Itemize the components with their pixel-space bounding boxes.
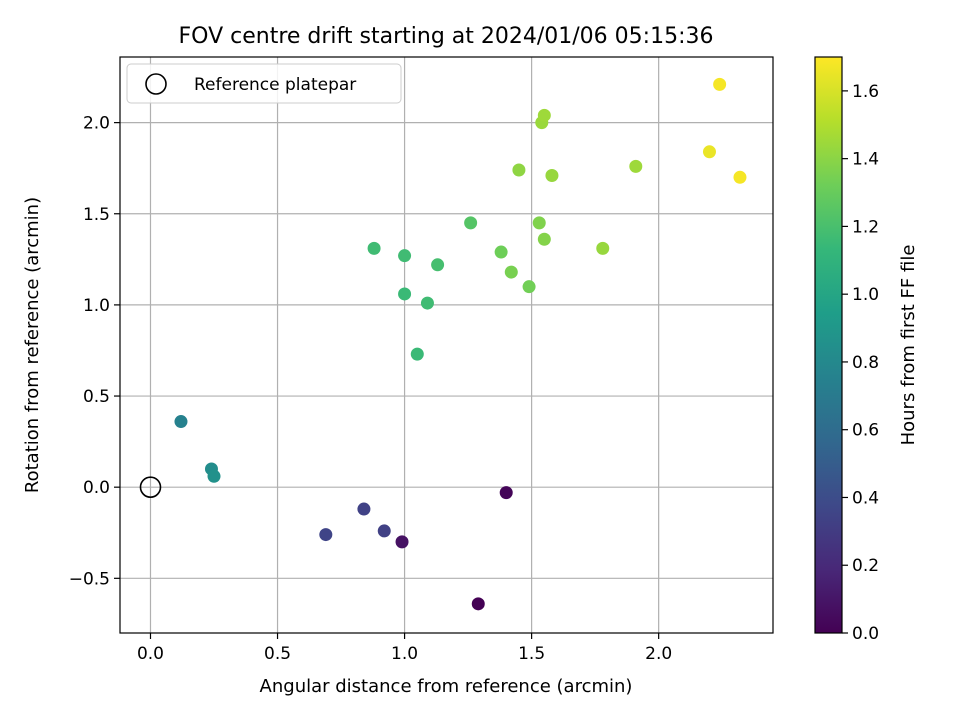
colorbar-tick-label: 0.0 <box>852 624 879 644</box>
scatter-point <box>319 528 333 542</box>
data-points <box>174 77 747 611</box>
chart-title: FOV centre drift starting at 2024/01/06 … <box>179 24 714 49</box>
grid-lines <box>120 57 773 633</box>
scatter-point <box>532 216 546 230</box>
scatter-point <box>499 486 513 500</box>
colorbar-tick-label: 1.6 <box>852 82 879 102</box>
colorbar-tick-label: 0.4 <box>852 488 879 508</box>
legend-entry-reference: Reference platepar <box>194 75 356 95</box>
x-tick-label: 1.5 <box>518 644 545 664</box>
scatter-point <box>494 245 508 259</box>
scatter-point <box>596 241 610 255</box>
scatter-point <box>713 77 727 91</box>
y-tick-label: 1.5 <box>83 205 110 225</box>
y-axis-ticks: −0.5 0.0 0.5 1.0 1.5 2.0 <box>69 114 120 589</box>
scatter-point <box>398 287 412 301</box>
scatter-point <box>174 415 188 429</box>
x-tick-label: 0.0 <box>137 644 164 664</box>
colorbar-tick-label: 0.8 <box>852 353 879 373</box>
x-axis-ticks: 0.0 0.5 1.0 1.5 2.0 <box>137 633 672 664</box>
x-axis-label: Angular distance from reference (arcmin) <box>260 676 633 697</box>
colorbar-label: Hours from first FF file <box>898 245 919 446</box>
scatter-point <box>512 163 526 177</box>
scatter-point <box>545 168 559 182</box>
scatter-point <box>537 232 551 246</box>
y-tick-label: 1.0 <box>83 296 110 316</box>
scatter-point <box>367 241 381 255</box>
scatter-point <box>537 108 551 122</box>
scatter-point <box>410 347 424 361</box>
x-tick-label: 0.5 <box>264 644 291 664</box>
colorbar-tick-label: 0.2 <box>852 556 879 576</box>
colorbar <box>814 56 843 634</box>
scatter-point <box>629 159 643 173</box>
scatter-point <box>207 469 221 483</box>
scatter-point <box>702 145 716 159</box>
colorbar-tick-label: 0.6 <box>852 421 879 441</box>
scatter-point <box>431 258 445 272</box>
scatter-point <box>420 296 434 310</box>
colorbar-ticks: 0.0 0.2 0.4 0.6 0.8 1.0 1.2 1.4 1.6 <box>842 82 879 644</box>
scatter-point <box>377 524 391 538</box>
legend-reference-marker <box>145 73 167 95</box>
scatter-point <box>357 502 371 516</box>
y-tick-label: 0.0 <box>83 478 110 498</box>
y-tick-label: 2.0 <box>83 114 110 134</box>
scatter-point <box>504 265 518 279</box>
y-axis-label: Rotation from reference (arcmin) <box>22 197 43 493</box>
legend: Reference platepar <box>126 63 402 104</box>
x-tick-label: 1.0 <box>391 644 418 664</box>
legend-box <box>126 63 402 104</box>
colorbar-tick-label: 1.4 <box>852 150 879 170</box>
scatter-point <box>471 597 485 611</box>
scatter-point <box>398 249 412 263</box>
plot-area-frame <box>119 56 774 634</box>
x-tick-label: 2.0 <box>645 644 672 664</box>
colorbar-tick-label: 1.0 <box>852 285 879 305</box>
y-tick-label: −0.5 <box>69 569 110 589</box>
scatter-point <box>522 280 536 294</box>
scatter-point <box>395 535 409 549</box>
reference-platepar-marker <box>139 476 162 498</box>
y-tick-label: 0.5 <box>83 387 110 407</box>
scatter-point <box>464 216 478 230</box>
scatter-point <box>733 170 747 184</box>
colorbar-tick-label: 1.2 <box>852 217 879 237</box>
